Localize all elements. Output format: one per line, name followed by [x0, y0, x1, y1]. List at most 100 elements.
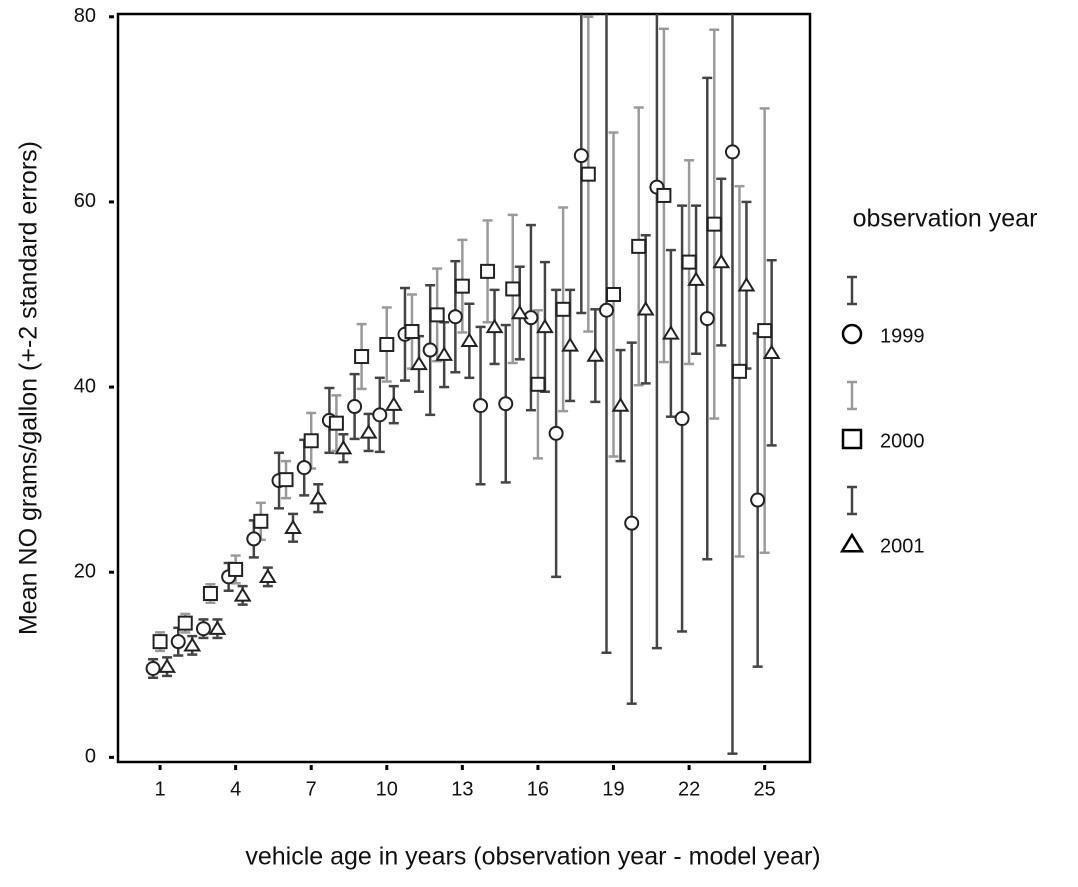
error-bar [601, 14, 612, 655]
marker-square [328, 415, 344, 431]
marker-triangle [737, 276, 756, 292]
x-tick-label: 16 [527, 778, 549, 800]
marker-circle [195, 621, 211, 637]
marker-circle [422, 342, 438, 358]
marker-triangle [636, 300, 655, 316]
y-tick-label: 40 [74, 375, 96, 397]
marker-circle [841, 323, 863, 345]
legend-label: 2000 [880, 430, 925, 452]
marker-circle [447, 309, 463, 325]
marker-square [429, 307, 445, 323]
marker-triangle [410, 355, 428, 371]
marker-triangle [158, 658, 177, 673]
y-tick-label: 80 [74, 5, 96, 27]
marker-square [530, 376, 546, 392]
x-tick-label: 10 [376, 778, 398, 800]
marker-triangle [687, 271, 706, 286]
plot-area [145, 14, 781, 755]
x-tick-label: 13 [451, 778, 473, 800]
y-tick-label: 20 [74, 561, 96, 583]
marker-square [303, 433, 319, 449]
marker-triangle [561, 336, 580, 352]
marker-circle [624, 515, 640, 531]
y-tick-label: 0 [85, 746, 96, 768]
x-axis-label: vehicle age in years (observation year -… [245, 843, 820, 871]
marker-triangle [839, 532, 865, 553]
error-bar [847, 275, 857, 306]
marker-triangle [611, 397, 630, 412]
y-axis-label: Mean NO grams/gallon (+-2 standard error… [15, 141, 43, 635]
marker-square [757, 323, 773, 339]
marker-square [841, 428, 863, 450]
marker-square [228, 561, 244, 577]
marker-circle [473, 398, 489, 414]
marker-square [354, 349, 370, 365]
plot-frame [116, 12, 812, 764]
legend-title: observation year [853, 205, 1038, 233]
marker-triangle [384, 396, 403, 411]
marker-square [681, 254, 697, 270]
marker-triangle [309, 489, 328, 505]
legend-label: 2001 [880, 535, 925, 557]
marker-triangle [762, 344, 781, 360]
marker-triangle [258, 568, 277, 584]
x-tick-label: 7 [306, 778, 317, 800]
marker-square [177, 615, 193, 631]
marker-triangle [233, 586, 252, 602]
marker-square [253, 513, 269, 529]
marker-circle [372, 407, 388, 423]
legend-label: 1999 [880, 325, 925, 347]
marker-triangle [359, 424, 378, 439]
y-tick-label: 60 [74, 190, 96, 212]
marker-circle [296, 460, 312, 476]
marker-circle [246, 531, 262, 547]
error-bar [847, 380, 857, 411]
marker-triangle [460, 332, 479, 347]
marker-square [202, 586, 218, 602]
marker-triangle [183, 636, 202, 652]
x-tick-label: 25 [754, 778, 776, 800]
marker-triangle [284, 519, 302, 534]
marker-triangle [334, 439, 353, 455]
marker-circle [724, 144, 740, 160]
marker-square [631, 238, 647, 254]
marker-triangle [586, 347, 605, 362]
marker-square [278, 472, 294, 488]
x-tick-label: 22 [678, 778, 700, 800]
marker-square [152, 634, 168, 650]
marker-square [656, 187, 672, 203]
marker-square [580, 166, 596, 182]
error-bar [847, 485, 857, 516]
marker-square [555, 301, 571, 317]
marker-triangle [661, 324, 680, 340]
marker-circle [573, 148, 589, 164]
marker-circle [699, 311, 715, 327]
marker-triangle [712, 253, 731, 269]
marker-square [706, 216, 722, 232]
marker-square [505, 281, 521, 297]
marker-circle [674, 411, 690, 427]
x-tick-label: 4 [230, 778, 241, 800]
marker-circle [145, 661, 161, 676]
marker-square [454, 278, 470, 294]
marker-circle [170, 634, 186, 650]
x-tick-label: 1 [155, 778, 166, 800]
x-tick-label: 19 [602, 778, 624, 800]
marker-triangle [485, 318, 504, 334]
marker-triangle [435, 346, 454, 361]
marker-circle [347, 399, 363, 415]
marker-circle [548, 425, 564, 441]
marker-circle [498, 396, 514, 412]
marker-triangle [536, 318, 554, 334]
marker-square [379, 336, 395, 352]
marker-circle [599, 302, 615, 318]
marker-square [606, 287, 622, 302]
marker-square [731, 363, 747, 379]
marker-circle [750, 492, 766, 508]
error-bar [651, 14, 662, 650]
marker-triangle [208, 620, 227, 635]
marker-square [480, 263, 496, 279]
marker-square [404, 324, 420, 340]
marker-triangle [510, 304, 529, 320]
